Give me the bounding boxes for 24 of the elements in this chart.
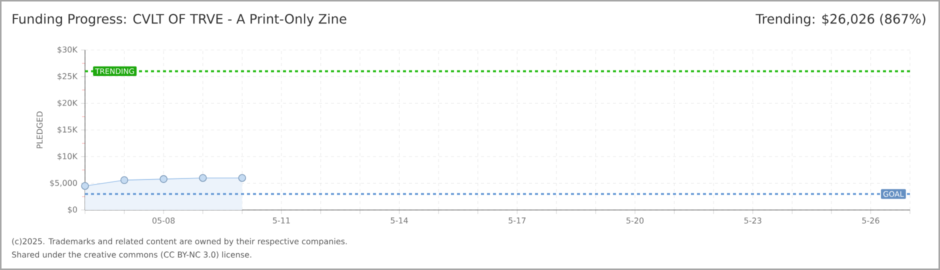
y-tick-label: $30K <box>58 46 78 54</box>
point <box>120 176 128 184</box>
x-tick-label: 5-17 <box>508 218 526 224</box>
x-tick-label: 5-26 <box>862 218 880 224</box>
y-tick-label: $20K <box>58 100 78 107</box>
point <box>198 174 207 182</box>
text: (c)2025. Trademarks and related content are owned by their respective companies. <box>12 238 347 246</box>
point <box>81 182 89 190</box>
chart-title: Funding Progress: CVLT OF TRVE - A Print-Only Zine <box>12 14 346 26</box>
y-axis-title: PLEDGED <box>36 112 43 148</box>
x-tick-label: 5-14 <box>390 218 408 224</box>
text: Shared under the creative commons (CC BY-NC 3.0) license. <box>12 251 252 259</box>
x-tick-label: 05-08 <box>152 218 175 224</box>
y-tick-label: $0 <box>68 206 77 214</box>
x-tick-label: 5-23 <box>744 218 762 224</box>
y-tick-label: $15K <box>58 126 78 134</box>
y-tick-label: $5,000 <box>50 180 77 187</box>
y-tick-label: $10K <box>58 153 78 160</box>
x-tick-label: 5-20 <box>626 218 644 224</box>
point <box>238 174 246 182</box>
point <box>160 175 168 183</box>
y-tick-label: $25K <box>58 73 78 80</box>
x-tick-label: 5-11 <box>272 218 290 224</box>
chart-subtitle: Trending: $26,026 (867%) <box>756 14 926 26</box>
